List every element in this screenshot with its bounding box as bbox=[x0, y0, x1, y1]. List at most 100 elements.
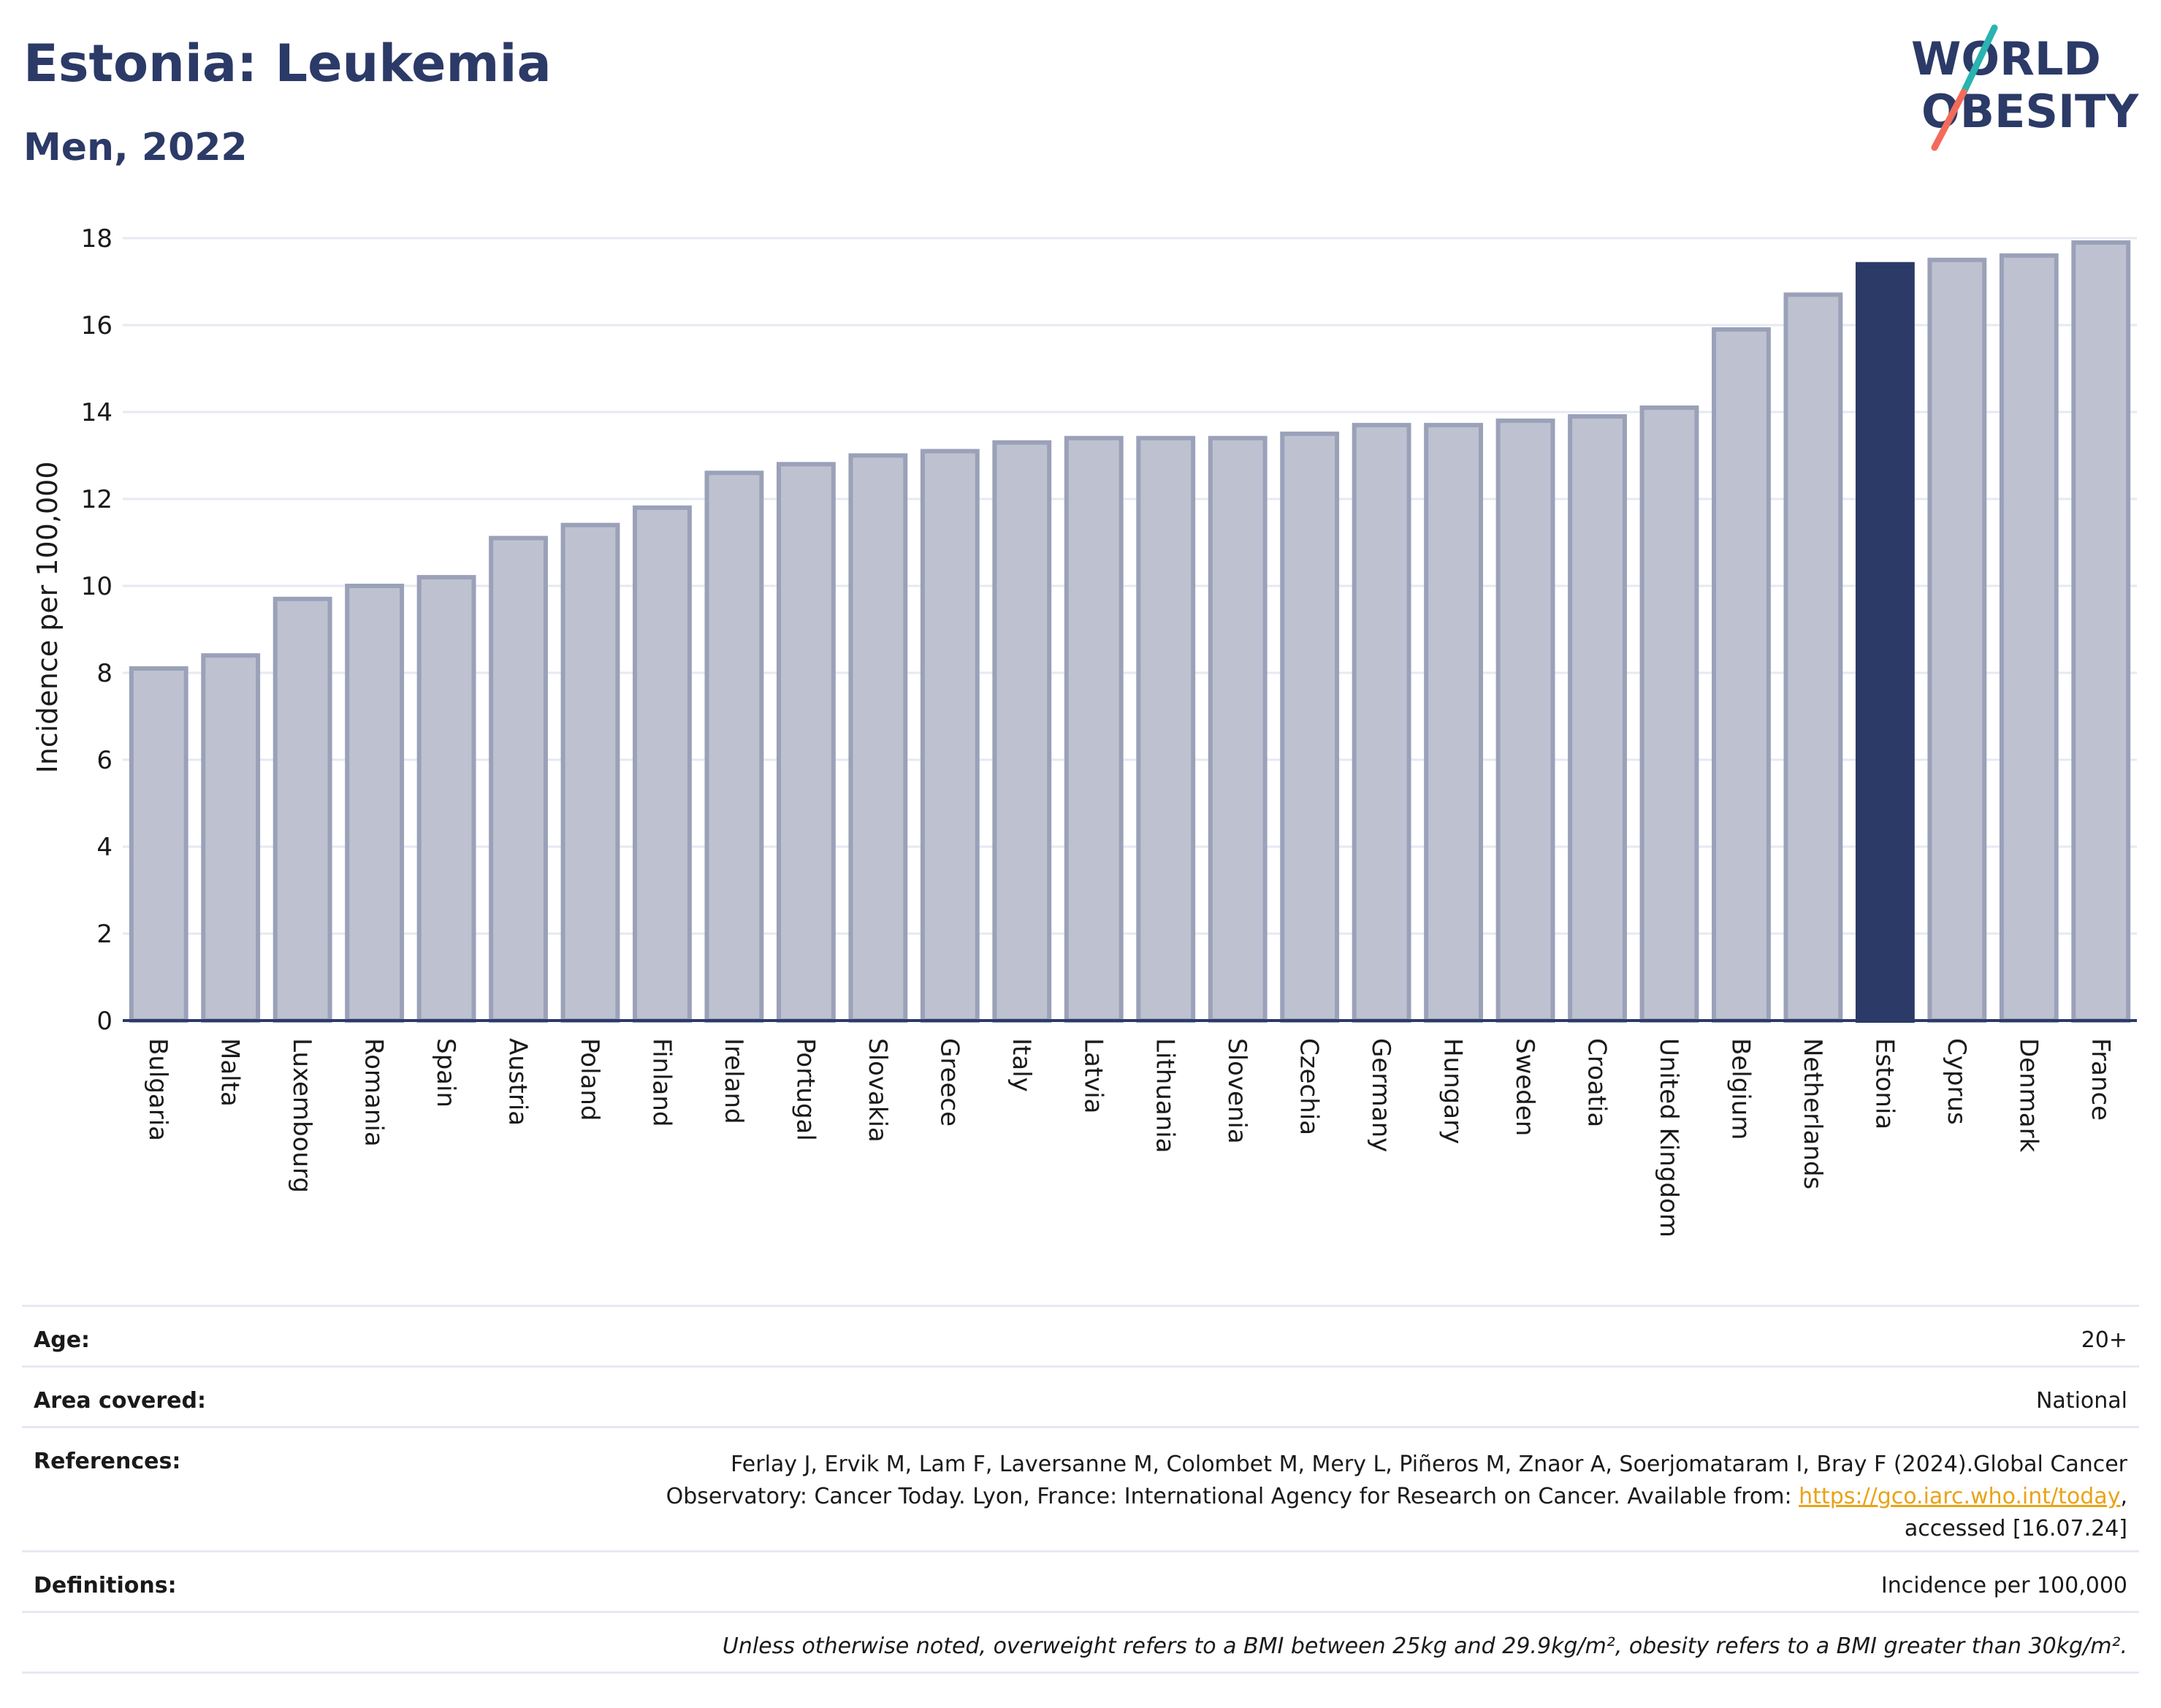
bmi-note: Unless otherwise noted, overweight refer… bbox=[722, 1633, 2127, 1659]
references-line-2-prefix: Observatory: Cancer Today. Lyon, France:… bbox=[666, 1484, 1799, 1509]
page-title: Estonia: Leukemia bbox=[23, 34, 552, 94]
world-obesity-logo: WORLD OBESITY bbox=[1911, 24, 2139, 151]
references-line-3: accessed [16.07.24] bbox=[1904, 1516, 2127, 1541]
y-tick-label: 0 bbox=[96, 1007, 113, 1036]
x-tick-label: Malta bbox=[216, 1038, 245, 1107]
x-tick-label: Portugal bbox=[790, 1038, 820, 1141]
y-tick-label: 18 bbox=[81, 224, 113, 253]
x-tick-label: Netherlands bbox=[1798, 1038, 1827, 1189]
definitions-label: Definitions: bbox=[34, 1573, 177, 1598]
y-axis-title: Incidence per 100,000 bbox=[31, 461, 64, 773]
bar-hungary bbox=[1424, 422, 1484, 1023]
x-tick-label: Germany bbox=[1366, 1038, 1395, 1152]
definitions-row: Definitions: Incidence per 100,000 bbox=[22, 1550, 2139, 1611]
x-tick-label: Czechia bbox=[1295, 1038, 1324, 1135]
references-line-2-suffix: , bbox=[2120, 1484, 2127, 1509]
x-tick-label: Finland bbox=[647, 1038, 676, 1127]
references-text: Ferlay J, Ervik M, Lam F, Laversanne M, … bbox=[666, 1449, 2127, 1545]
bar-denmark bbox=[1999, 253, 2059, 1023]
references-row: References: Ferlay J, Ervik M, Lam F, La… bbox=[22, 1426, 2139, 1550]
age-row: Age: 20+ bbox=[22, 1305, 2139, 1365]
bar-lithuania bbox=[1136, 435, 1196, 1023]
bar-germany bbox=[1352, 422, 1411, 1023]
bar-greece bbox=[920, 449, 980, 1023]
x-tick-label: Bulgaria bbox=[143, 1038, 172, 1141]
y-tick-label: 2 bbox=[96, 920, 113, 949]
x-tick-label: Slovakia bbox=[863, 1038, 892, 1143]
definitions-value: Incidence per 100,000 bbox=[1880, 1573, 2127, 1598]
page-subtitle: Men, 2022 bbox=[23, 126, 248, 169]
bar-chart: 0 2 4 6 8 10 12 14 16 18 Bulgaria Malta Luxembourg R… bbox=[31, 224, 2137, 1238]
x-tick-label: Slovenia bbox=[1222, 1038, 1251, 1144]
bar-portugal bbox=[776, 462, 836, 1023]
bars bbox=[129, 240, 2131, 1023]
references-link[interactable]: https://gco.iarc.who.int/today bbox=[1799, 1484, 2121, 1509]
y-tick-label: 12 bbox=[81, 485, 113, 514]
bar-slovakia bbox=[848, 453, 908, 1023]
bar-bulgaria bbox=[129, 666, 188, 1023]
y-tick-label: 14 bbox=[81, 398, 113, 427]
x-tick-label: Poland bbox=[575, 1038, 604, 1121]
bar-czechia bbox=[1280, 431, 1340, 1023]
x-tick-label: Croatia bbox=[1582, 1038, 1612, 1127]
logo-text-obesity: OBESITY bbox=[1921, 85, 2139, 138]
area-label: Area covered: bbox=[34, 1388, 206, 1414]
bar-belgium bbox=[1712, 327, 1771, 1023]
references-line-2: Observatory: Cancer Today. Lyon, France:… bbox=[666, 1481, 2127, 1513]
bar-malta bbox=[201, 653, 261, 1023]
bar-italy bbox=[992, 440, 1052, 1023]
bar-france bbox=[2071, 240, 2131, 1023]
x-tick-label: Belgium bbox=[1726, 1038, 1755, 1140]
x-tick-label: Estonia bbox=[1870, 1038, 1899, 1129]
bar-estonia bbox=[1855, 262, 1915, 1023]
x-tick-label: United Kingdom bbox=[1654, 1038, 1683, 1238]
x-tick-label: Sweden bbox=[1510, 1038, 1539, 1136]
x-tick-labels: Bulgaria Malta Luxembourg Romania Spain Austr… bbox=[143, 1038, 2115, 1238]
logo-slash-coral bbox=[1931, 88, 1967, 151]
age-value: 20+ bbox=[2081, 1327, 2127, 1353]
x-tick-label: Italy bbox=[1007, 1038, 1036, 1092]
y-tick-labels: 0 2 4 6 8 10 12 14 16 18 bbox=[81, 224, 113, 1036]
area-value: National bbox=[2035, 1388, 2127, 1414]
table-bottom-border bbox=[22, 1671, 2139, 1674]
y-tick-label: 16 bbox=[81, 311, 113, 340]
bar-croatia bbox=[1568, 413, 1627, 1023]
bar-netherlands bbox=[1783, 292, 1843, 1023]
bar-sweden bbox=[1495, 418, 1555, 1023]
x-tick-label: Greece bbox=[934, 1038, 964, 1126]
references-line-1: Ferlay J, Ervik M, Lam F, Laversanne M, … bbox=[731, 1452, 2127, 1477]
x-tick-label: Austria bbox=[503, 1038, 533, 1126]
bar-finland bbox=[633, 505, 692, 1023]
note-row: Unless otherwise noted, overweight refer… bbox=[22, 1611, 2139, 1671]
bar-luxembourg bbox=[272, 596, 332, 1023]
metadata-table: Age: 20+ Area covered: National Referenc… bbox=[22, 1305, 2139, 1674]
bar-slovenia bbox=[1208, 435, 1268, 1023]
x-tick-label: Denmark bbox=[2013, 1038, 2043, 1153]
x-tick-label: Cyprus bbox=[1942, 1038, 1971, 1125]
x-tick-label: Ireland bbox=[719, 1038, 748, 1124]
x-tick-label: Spain bbox=[431, 1038, 460, 1107]
y-tick-label: 4 bbox=[96, 833, 113, 862]
bar-romania bbox=[345, 584, 405, 1023]
bar-latvia bbox=[1064, 435, 1124, 1023]
y-tick-label: 6 bbox=[96, 746, 113, 775]
bar-ireland bbox=[704, 470, 764, 1023]
x-tick-label: Hungary bbox=[1438, 1038, 1468, 1144]
bar-austria bbox=[489, 535, 548, 1023]
age-label: Age: bbox=[34, 1327, 91, 1353]
x-tick-label: Lithuania bbox=[1151, 1038, 1180, 1153]
x-tick-label: Romania bbox=[359, 1038, 389, 1147]
references-label: References: bbox=[34, 1449, 181, 1474]
bar-cyprus bbox=[1927, 257, 1987, 1023]
x-tick-label: France bbox=[2086, 1038, 2115, 1121]
y-tick-label: 10 bbox=[81, 572, 113, 601]
x-tick-label: Latvia bbox=[1078, 1038, 1108, 1114]
bar-united-kingdom bbox=[1639, 405, 1699, 1023]
logo-text-world: WORLD bbox=[1911, 32, 2101, 85]
y-tick-label: 8 bbox=[96, 659, 113, 688]
bar-spain bbox=[416, 575, 476, 1023]
area-row: Area covered: National bbox=[22, 1365, 2139, 1426]
x-tick-label: Luxembourg bbox=[287, 1038, 316, 1193]
logo-slash-teal bbox=[1960, 24, 1998, 96]
bar-poland bbox=[560, 522, 620, 1023]
